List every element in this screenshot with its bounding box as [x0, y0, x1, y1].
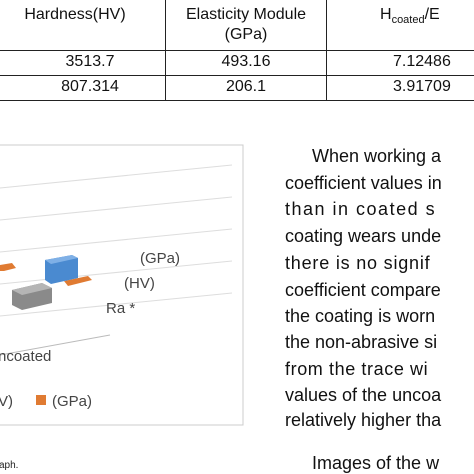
bar-top — [45, 255, 78, 264]
axis-label: (HV) — [124, 275, 155, 292]
text-line: values of the uncoa — [285, 385, 442, 405]
text-line: relatively higher tha — [285, 410, 442, 430]
axis-label: (GPa) — [140, 250, 180, 267]
cell: 3513.7 — [65, 53, 115, 70]
table-rule — [0, 50, 474, 51]
bar — [64, 276, 92, 286]
header-sub: coated — [391, 14, 425, 27]
cell: 807.314 — [61, 78, 119, 95]
legend-label: (GPa) — [52, 393, 92, 410]
legend-label: V) — [0, 393, 13, 410]
text-line: there is no signif — [285, 253, 431, 273]
table-rule — [0, 75, 474, 76]
text-line: Images of the w — [312, 453, 440, 473]
header-cell: Hcoated/E — [380, 5, 440, 30]
table-rule — [326, 0, 327, 101]
axis-label: ncoated — [0, 348, 51, 365]
cell: 7.12486 — [393, 53, 451, 70]
header-line: Elasticity Module — [185, 6, 307, 23]
table-rule — [0, 100, 474, 101]
chart: (GPa) (HV) Ra * ncoated V) (GPa) aph. — [0, 144, 244, 471]
cell: 206.1 — [225, 78, 267, 95]
axis-label: Ra * — [106, 300, 135, 317]
text-line: coefficient compare — [285, 280, 441, 300]
caption: aph. — [0, 460, 18, 471]
table-rule — [165, 0, 166, 101]
cell: 493.16 — [221, 53, 271, 70]
text-line: than in coated s — [285, 199, 437, 219]
axis — [0, 334, 111, 356]
text-line: from the trace wi — [285, 359, 429, 379]
header-cell: Hardness(HV) — [24, 6, 126, 23]
text-line: the coating is worn — [285, 306, 436, 326]
legend-swatch — [36, 395, 46, 405]
text-line: When working a — [312, 146, 442, 166]
cell: 3.91709 — [393, 78, 451, 95]
gridlines — [0, 164, 233, 317]
text-line: coating wears unde — [285, 226, 442, 246]
header-text: H — [380, 6, 392, 23]
text-line: the non-abrasive si — [285, 332, 438, 352]
bar-top — [12, 283, 52, 295]
header-cell: Elasticity Module (GPa) — [166, 5, 326, 45]
text-line: coefficient values in — [285, 173, 442, 193]
header-text: /E — [424, 6, 440, 23]
header-line: (GPa) — [224, 26, 268, 43]
chart-frame — [0, 144, 244, 426]
bar — [0, 263, 16, 271]
